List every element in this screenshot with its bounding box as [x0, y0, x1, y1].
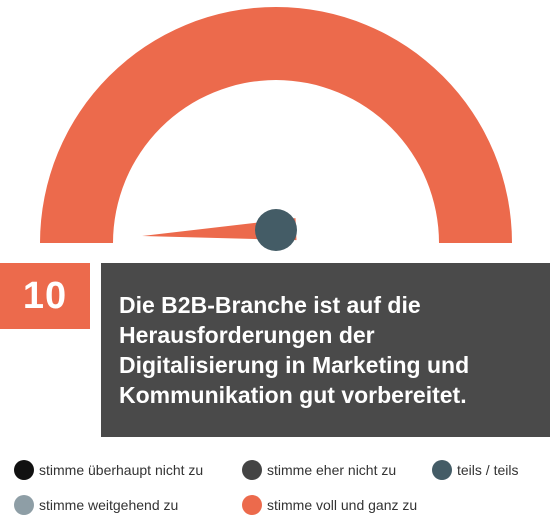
- legend-swatch-2: [242, 460, 262, 480]
- question-number: 10: [22, 274, 68, 317]
- legend-item-2: stimme eher nicht zu: [242, 455, 396, 485]
- legend-label-1: stimme überhaupt nicht zu: [39, 462, 204, 478]
- gauge-hub: [255, 209, 297, 251]
- legend-item-1: stimme überhaupt nicht zu: [14, 455, 203, 485]
- legend-label-3: teils / teils: [457, 462, 519, 478]
- legend-item-5: stimme voll und ganz zu: [242, 490, 417, 520]
- legend: stimme überhaupt nicht zu stimme eher ni…: [0, 450, 550, 530]
- legend-swatch-1: [14, 460, 34, 480]
- legend-item-4: stimme weitgehend zu: [14, 490, 178, 520]
- legend-swatch-3: [432, 460, 452, 480]
- legend-label-4: stimme weitgehend zu: [39, 497, 179, 513]
- statement-text: Die B2B-Branche ist auf die Herausforder…: [119, 292, 470, 408]
- legend-swatch-4: [14, 495, 34, 515]
- gauge-arc: [40, 7, 512, 243]
- legend-label-2: stimme eher nicht zu: [267, 462, 397, 478]
- statement-box: Die B2B-Branche ist auf die Herausforder…: [101, 263, 550, 437]
- gauge-chart: [40, 7, 512, 251]
- question-number-badge: 10: [0, 263, 90, 329]
- legend-swatch-5: [242, 495, 262, 515]
- legend-label-5: stimme voll und ganz zu: [267, 497, 418, 513]
- legend-item-3: teils / teils: [432, 455, 518, 485]
